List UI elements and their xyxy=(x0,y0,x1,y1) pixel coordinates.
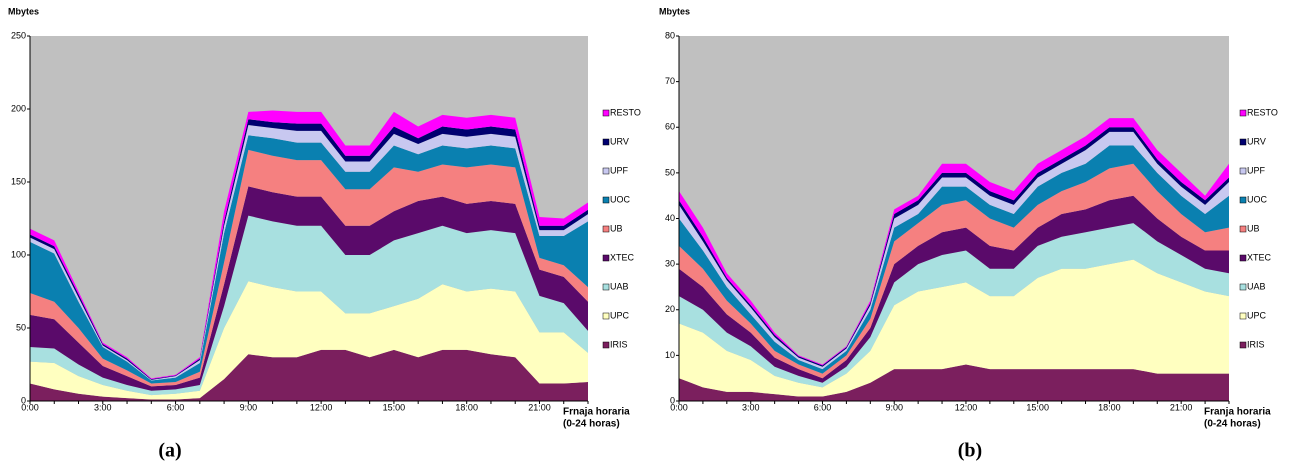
legend-label: IRIS xyxy=(1247,339,1265,349)
y-tick-label: 80 xyxy=(665,30,675,40)
area xyxy=(679,259,1229,397)
caption: (a) xyxy=(158,440,181,462)
y-tick-label: 150 xyxy=(11,176,26,186)
x-tick-label: 21:00 xyxy=(1170,402,1193,412)
x-tick-label: 0:00 xyxy=(670,402,688,412)
area xyxy=(679,163,1229,379)
x-tick-label: 9:00 xyxy=(240,402,258,412)
legend-swatch xyxy=(1239,167,1247,175)
x-tick-label: 15:00 xyxy=(383,402,406,412)
legend-label: UB xyxy=(1247,223,1260,233)
y-axis-title: Mbytes xyxy=(8,6,39,16)
legend-label: RESTO xyxy=(610,107,641,117)
x-tick-label: 0:00 xyxy=(21,402,39,412)
area xyxy=(679,127,1229,367)
legend-label: IRIS xyxy=(610,339,628,349)
x-tick-label: 6:00 xyxy=(814,402,832,412)
area xyxy=(679,195,1229,383)
legend-label: UPC xyxy=(1247,310,1267,320)
legend-label: UOC xyxy=(1247,194,1268,204)
y-tick-label: 70 xyxy=(665,76,675,86)
area xyxy=(679,145,1229,374)
legend-label: UPC xyxy=(610,310,630,320)
y-tick-label: 0 xyxy=(21,395,26,405)
y-axis-title: Mbytes xyxy=(659,6,690,16)
legend-swatch xyxy=(602,283,610,291)
legend-label: RESTO xyxy=(1247,107,1278,117)
legend-swatch xyxy=(602,225,610,233)
x-tick-label: 18:00 xyxy=(455,402,478,412)
legend-swatch xyxy=(1239,138,1247,146)
legend-label: UPF xyxy=(610,165,629,175)
legend-label: URV xyxy=(610,136,629,146)
legend-label: UAB xyxy=(610,281,629,291)
area xyxy=(679,118,1229,366)
x-axis-title: (0-24 horas) xyxy=(1204,419,1261,430)
y-tick-label: 200 xyxy=(11,103,26,113)
legend-swatch xyxy=(602,341,610,349)
y-tick-label: 60 xyxy=(665,122,675,132)
x-tick-label: 21:00 xyxy=(528,402,551,412)
x-tick-label: 15:00 xyxy=(1026,402,1049,412)
x-axis-title: Frnaja horaria xyxy=(563,407,630,418)
legend-label: XTEC xyxy=(1247,252,1272,262)
x-tick-label: 18:00 xyxy=(1098,402,1121,412)
area xyxy=(679,131,1229,370)
legend-swatch xyxy=(602,109,610,117)
legend-label: UAB xyxy=(1247,281,1266,291)
legend-label: UB xyxy=(610,223,623,233)
y-tick-label: 20 xyxy=(665,304,675,314)
x-axis-title: (0-24 horas) xyxy=(563,419,620,430)
legend-swatch xyxy=(602,312,610,320)
area xyxy=(679,223,1229,388)
legend-swatch xyxy=(602,196,610,204)
legend-label: XTEC xyxy=(610,252,635,262)
x-tick-label: 9:00 xyxy=(885,402,903,412)
x-tick-label: 12:00 xyxy=(310,402,333,412)
legend-label: UPF xyxy=(1247,165,1266,175)
area xyxy=(30,281,588,400)
legend-swatch xyxy=(1239,283,1247,291)
area xyxy=(30,215,588,396)
legend-swatch xyxy=(602,254,610,262)
y-tick-label: 100 xyxy=(11,249,26,259)
y-tick-label: 250 xyxy=(11,30,26,40)
y-tick-label: 0 xyxy=(670,395,675,405)
legend-swatch xyxy=(1239,109,1247,117)
y-tick-label: 30 xyxy=(665,259,675,269)
x-tick-label: 3:00 xyxy=(742,402,760,412)
legend-label: UOC xyxy=(610,194,631,204)
area xyxy=(679,364,1229,401)
legend-swatch xyxy=(1239,312,1247,320)
legend-swatch xyxy=(1239,341,1247,349)
area xyxy=(30,349,588,401)
x-tick-label: 3:00 xyxy=(94,402,112,412)
legend-swatch xyxy=(1239,196,1247,204)
y-tick-label: 50 xyxy=(665,167,675,177)
caption: (b) xyxy=(958,440,982,462)
y-tick-label: 40 xyxy=(665,213,675,223)
legend-swatch xyxy=(1239,225,1247,233)
x-tick-label: 6:00 xyxy=(167,402,185,412)
legend-label: URV xyxy=(1247,136,1266,146)
legend-swatch xyxy=(1239,254,1247,262)
y-tick-label: 10 xyxy=(665,350,675,360)
legend-swatch xyxy=(602,138,610,146)
x-tick-label: 12:00 xyxy=(955,402,978,412)
x-axis-title: Franja horaria xyxy=(1204,407,1271,418)
y-tick-label: 50 xyxy=(16,322,26,332)
legend-swatch xyxy=(602,167,610,175)
